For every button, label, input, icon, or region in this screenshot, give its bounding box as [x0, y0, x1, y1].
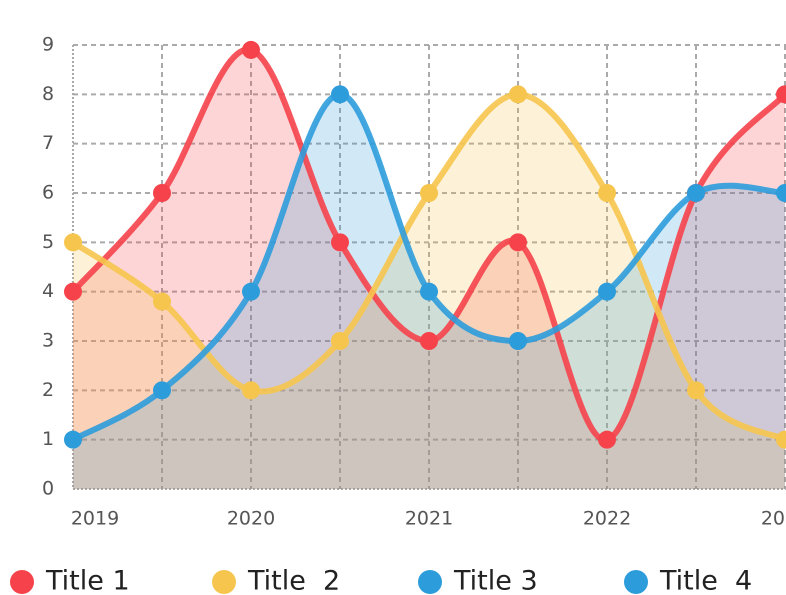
point [687, 381, 705, 400]
y-tick-label: 2 [42, 379, 54, 401]
point [598, 282, 616, 301]
y-tick-label: 8 [42, 83, 54, 105]
point [420, 282, 438, 301]
x-tick-label: 2022 [583, 508, 631, 530]
point [509, 85, 527, 104]
legend-marker [418, 570, 442, 594]
legend-label: Title 3 [453, 566, 538, 595]
legend-marker [624, 570, 648, 594]
x-tick-label: 2019 [71, 508, 119, 530]
line [70, 46, 786, 443]
point [509, 233, 527, 252]
point [509, 332, 527, 350]
point [64, 233, 82, 252]
point [776, 85, 786, 104]
point [598, 430, 616, 449]
point [331, 85, 349, 104]
point [331, 332, 349, 350]
point [242, 282, 260, 301]
y-tick-label: 4 [42, 280, 54, 302]
line [71, 91, 786, 443]
legend-label: Title 2 [247, 566, 340, 595]
point [64, 430, 82, 449]
x-tick-label: 2021 [405, 508, 453, 530]
point [64, 282, 82, 301]
point [331, 233, 349, 252]
y-tick-label: 9 [42, 34, 54, 56]
point [598, 184, 616, 202]
x-tick-label: 2020 [227, 508, 275, 530]
y-tick-label: 7 [42, 132, 54, 154]
legend-marker [212, 570, 236, 594]
legend-label: Title 4 [659, 566, 752, 595]
y-tick-label: 6 [42, 182, 54, 204]
area [73, 49, 785, 489]
y-tick-label: 0 [42, 478, 54, 500]
y-tick-label: 5 [42, 231, 54, 253]
point [776, 184, 786, 202]
y-tick-label: 1 [42, 428, 54, 450]
point [242, 381, 260, 400]
x-tick-label: 2023 [761, 508, 786, 530]
point [687, 184, 705, 202]
line [71, 91, 786, 443]
point [153, 184, 171, 202]
point [420, 332, 438, 350]
legend-label: Title 1 [45, 566, 130, 595]
point [776, 430, 786, 449]
point [420, 184, 438, 202]
point [153, 292, 171, 311]
point [153, 381, 171, 400]
legend-marker [10, 570, 34, 594]
point [242, 40, 260, 59]
y-tick-label: 3 [42, 330, 54, 352]
